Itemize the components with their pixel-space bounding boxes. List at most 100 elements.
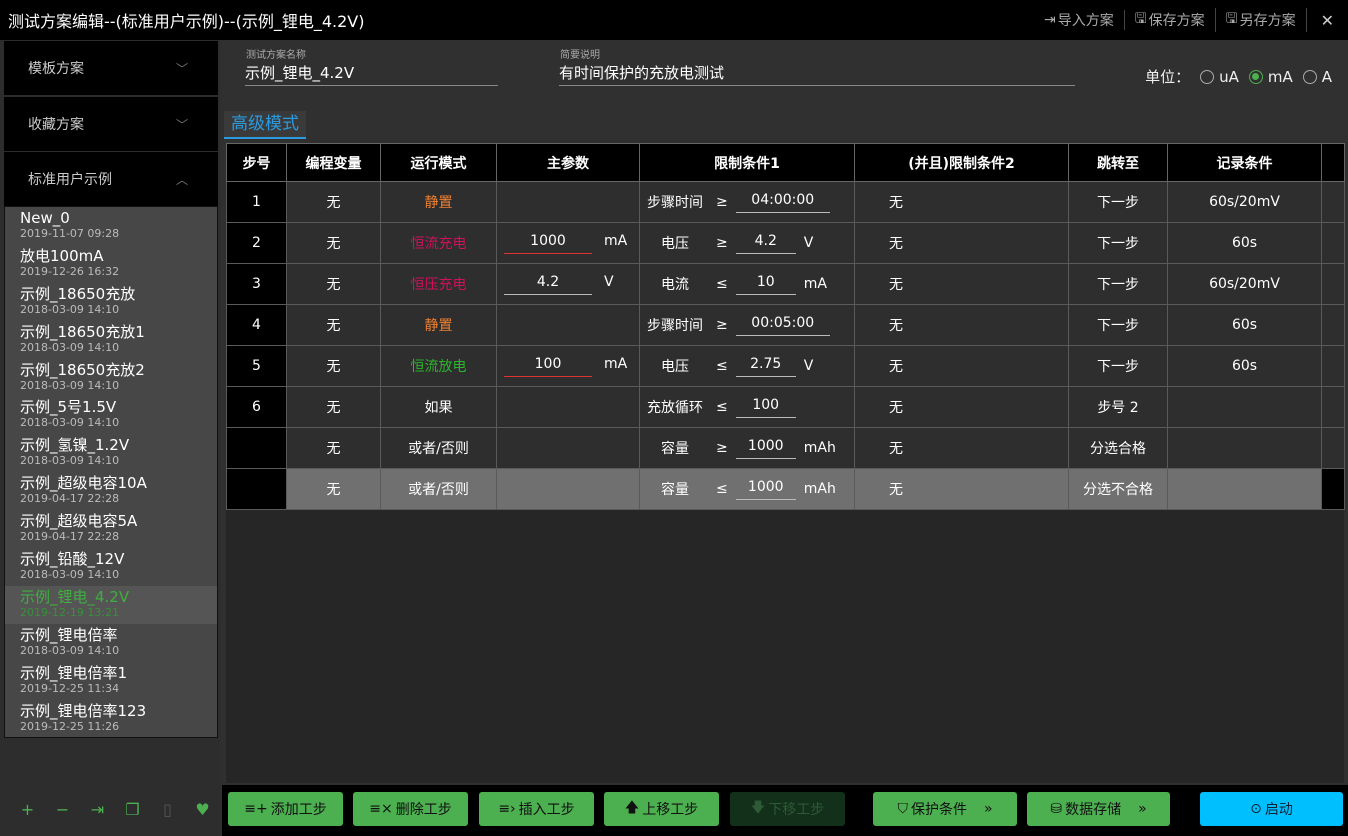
- jump-to[interactable]: 步号 2: [1068, 386, 1168, 428]
- plan-list-item[interactable]: 示例_锂电倍率 2018-03-09 14:10: [5, 624, 217, 662]
- run-mode[interactable]: 如果: [380, 386, 497, 428]
- add-icon[interactable]: +: [20, 800, 35, 819]
- run-mode[interactable]: 恒流放电: [380, 345, 497, 387]
- record-condition[interactable]: [1167, 386, 1322, 428]
- jump-to[interactable]: 分选不合格: [1068, 468, 1168, 510]
- condition-label[interactable]: 电压: [661, 359, 689, 375]
- condition-value-input[interactable]: 04:00:00: [735, 192, 830, 213]
- import-plan-button[interactable]: ⇥ 导入方案: [1034, 10, 1125, 30]
- plan-list-item[interactable]: 示例_锂电倍率1 2019-12-25 11:34: [5, 662, 217, 700]
- start-button[interactable]: ⊙ 启动: [1200, 792, 1343, 826]
- add-step-button[interactable]: ≡+ 添加工步: [228, 792, 343, 826]
- plan-name-input[interactable]: 示例_锂电_4.2V: [245, 62, 498, 86]
- jump-to[interactable]: 下一步: [1068, 263, 1168, 305]
- table-row[interactable]: 6 无 如果 充放循环 ≤100 无 步号 2: [226, 386, 1345, 428]
- program-variable[interactable]: 无: [286, 427, 381, 469]
- plan-list-item[interactable]: 示例_5号1.5V 2018-03-09 14:10: [5, 396, 217, 434]
- run-mode[interactable]: 恒流充电: [380, 222, 497, 264]
- section-template-plans[interactable]: 模板方案 ﹀: [4, 41, 218, 95]
- insert-step-button[interactable]: ≡› 插入工步: [479, 792, 594, 826]
- condition-label[interactable]: 步骤时间: [647, 318, 703, 334]
- condition-label[interactable]: 电流: [661, 277, 689, 293]
- jump-to[interactable]: 下一步: [1068, 304, 1168, 346]
- table-row[interactable]: 1 无 静置 步骤时间 ≥04:00:00 无 下一步 60s/20mV: [226, 181, 1345, 223]
- table-row[interactable]: 2 无 恒流充电 1000 mA 电压 ≥4.2 V 无 下一步 60s: [226, 222, 1345, 264]
- jump-to[interactable]: 下一步: [1068, 181, 1168, 223]
- section-standard-examples[interactable]: 标准用户示例 ︿: [4, 152, 218, 206]
- plan-list-item[interactable]: 示例_超级电容5A 2019-04-17 22:28: [5, 510, 217, 548]
- program-variable[interactable]: 无: [286, 222, 381, 264]
- table-row[interactable]: 4 无 静置 步骤时间 ≥00:05:00 无 下一步 60s: [226, 304, 1345, 346]
- run-mode[interactable]: 静置: [380, 304, 497, 346]
- program-variable[interactable]: 无: [286, 181, 381, 223]
- favorite-heart-icon[interactable]: ♥: [195, 800, 210, 819]
- unit-radio-ma[interactable]: mA: [1248, 68, 1293, 86]
- delete-step-button[interactable]: ≡× 删除工步: [353, 792, 468, 826]
- plan-list-item[interactable]: 示例_锂电_4.2V 2019-12-19 13:21: [5, 585, 217, 624]
- record-condition[interactable]: 60s/20mV: [1167, 181, 1322, 223]
- jump-to[interactable]: 下一步: [1068, 345, 1168, 387]
- jump-to[interactable]: 下一步: [1068, 222, 1168, 264]
- record-condition[interactable]: 60s: [1167, 345, 1322, 387]
- condition-operator[interactable]: ≤: [716, 358, 728, 374]
- condition-label[interactable]: 电压: [661, 236, 689, 252]
- program-variable[interactable]: 无: [286, 386, 381, 428]
- table-row[interactable]: 3 无 恒压充电 4.2 V 电流 ≤10 mA 无 下一步 60s/20mV: [226, 263, 1345, 305]
- program-variable[interactable]: 无: [286, 263, 381, 305]
- save-plan-button[interactable]: 🖫 保存方案: [1125, 8, 1216, 32]
- condition-value-input[interactable]: 4.2: [735, 233, 796, 254]
- condition-operator[interactable]: ≥: [716, 235, 728, 251]
- program-variable[interactable]: 无: [286, 468, 381, 510]
- plan-list-item[interactable]: 示例_铅酸_12V 2018-03-09 14:10: [5, 548, 217, 586]
- limit-condition-2[interactable]: 无: [854, 427, 1069, 469]
- paste-icon[interactable]: ▯: [163, 800, 172, 819]
- limit-condition-2[interactable]: 无: [854, 263, 1069, 305]
- record-condition[interactable]: 60s/20mV: [1167, 263, 1322, 305]
- unit-radio-a[interactable]: A: [1302, 68, 1332, 86]
- main-param-input[interactable]: 100: [504, 356, 592, 377]
- plan-list[interactable]: New_0 2019-11-07 09:28 放电100mA 2019-12-26 1…: [4, 206, 218, 738]
- limit-condition-2[interactable]: 无: [854, 222, 1069, 264]
- table-row[interactable]: 无 或者/否则 容量 ≥1000 mAh 无 分选合格: [226, 427, 1345, 469]
- condition-operator[interactable]: ≥: [716, 317, 728, 333]
- description-input[interactable]: 有时间保护的充放电测试: [559, 62, 1075, 86]
- condition-label[interactable]: 充放循环: [647, 400, 703, 416]
- condition-value-input[interactable]: 1000: [735, 479, 796, 500]
- table-row[interactable]: 无 或者/否则 容量 ≤1000 mAh 无 分选不合格: [226, 468, 1345, 510]
- condition-operator[interactable]: ≤: [716, 481, 728, 497]
- move-up-button[interactable]: 🡅 上移工步: [604, 792, 719, 826]
- condition-label[interactable]: 步骤时间: [647, 195, 703, 211]
- record-condition[interactable]: [1167, 427, 1322, 469]
- run-mode[interactable]: 或者/否则: [380, 427, 497, 469]
- limit-condition-2[interactable]: 无: [854, 345, 1069, 387]
- program-variable[interactable]: 无: [286, 345, 381, 387]
- run-mode[interactable]: 或者/否则: [380, 468, 497, 510]
- condition-value-input[interactable]: 100: [735, 397, 796, 418]
- condition-value-input[interactable]: 00:05:00: [735, 315, 830, 336]
- record-condition[interactable]: 60s: [1167, 304, 1322, 346]
- plan-list-item[interactable]: 示例_18650充放1 2018-03-09 14:10: [5, 321, 217, 359]
- plan-list-item[interactable]: 示例_氢镍_1.2V 2018-03-09 14:10: [5, 434, 217, 472]
- move-down-button[interactable]: 🡇 下移工步: [730, 792, 845, 826]
- condition-operator[interactable]: ≤: [716, 399, 728, 415]
- import-icon[interactable]: ⇥: [90, 800, 105, 819]
- copy-icon[interactable]: ❐: [125, 800, 140, 819]
- condition-label[interactable]: 容量: [661, 482, 689, 498]
- limit-condition-2[interactable]: 无: [854, 304, 1069, 346]
- protection-conditions-button[interactable]: ⛉ 保护条件»: [873, 792, 1017, 826]
- main-param-input[interactable]: 1000: [504, 233, 592, 254]
- condition-label[interactable]: 容量: [661, 441, 689, 457]
- plan-list-item[interactable]: 示例_锂电倍率123 2019-12-25 11:26: [5, 700, 217, 737]
- plan-list-item[interactable]: New_0 2019-11-07 09:28: [5, 207, 217, 245]
- condition-value-input[interactable]: 1000: [735, 438, 796, 459]
- plan-list-item[interactable]: 放电100mA 2019-12-26 16:32: [5, 245, 217, 283]
- close-button[interactable]: ✕: [1320, 10, 1334, 30]
- jump-to[interactable]: 分选合格: [1068, 427, 1168, 469]
- section-favorite-plans[interactable]: 收藏方案 ﹀: [4, 97, 218, 151]
- unit-radio-ua[interactable]: uA: [1200, 68, 1239, 86]
- plan-list-item[interactable]: 示例_18650充放2 2018-03-09 14:10: [5, 359, 217, 397]
- tab-advanced-mode[interactable]: 高级模式: [224, 111, 306, 139]
- condition-value-input[interactable]: 2.75: [735, 356, 796, 377]
- limit-condition-2[interactable]: 无: [854, 468, 1069, 510]
- table-row[interactable]: 5 无 恒流放电 100 mA 电压 ≤2.75 V 无 下一步 60s: [226, 345, 1345, 387]
